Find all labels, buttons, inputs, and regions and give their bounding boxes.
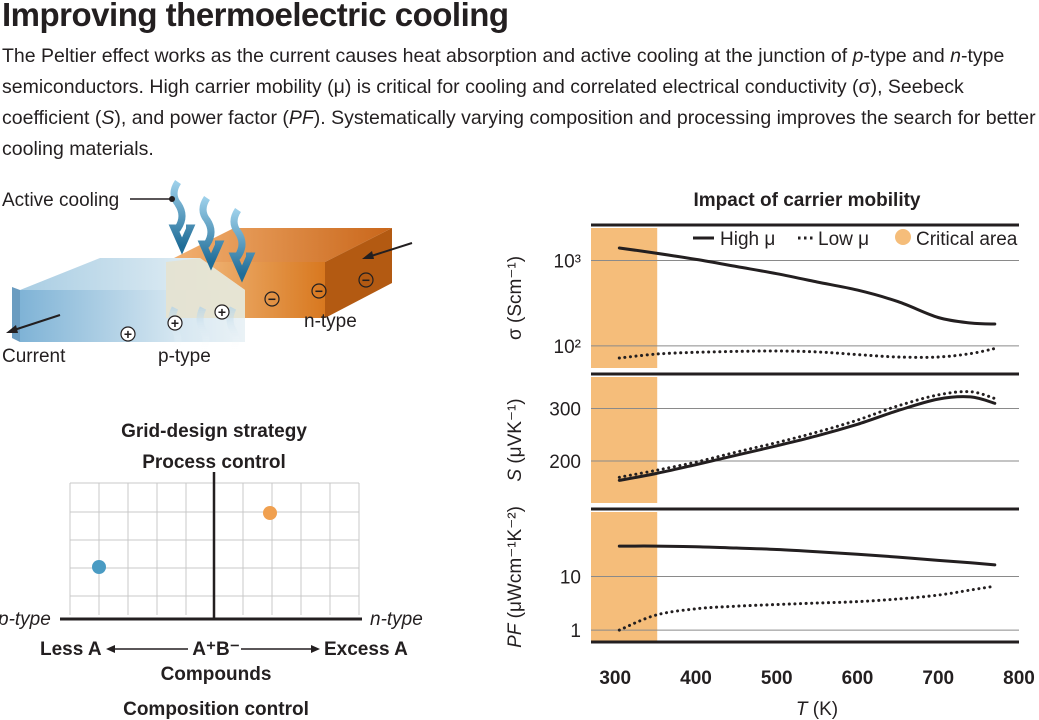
caption-segment: p	[852, 45, 864, 67]
panel-2: 300 200 S (μVK⁻¹)	[505, 372, 1019, 503]
caption-segment: S	[101, 107, 115, 129]
x-tick-label: 500	[761, 668, 793, 689]
low-mobility-line	[617, 584, 997, 632]
high-mobility-line	[617, 395, 997, 482]
n-type-label: n-type	[304, 311, 357, 332]
legend-critical-swatch	[895, 229, 911, 245]
current-label: Current	[2, 346, 66, 367]
minus-charge: −	[268, 291, 276, 307]
n-type-top-face	[166, 228, 392, 262]
chart-legend: High μ Low μ Critical area	[693, 229, 1018, 250]
minus-charge: −	[315, 283, 323, 299]
hole-charges: + + +	[120, 304, 230, 342]
composition-control-label: Composition control	[123, 699, 309, 720]
chart-panels: 10³ 10² σ (Scm⁻¹) 300 200 S (μVK⁻¹) 10 1 PF (μWc…	[505, 223, 1019, 648]
active-cooling-label: Active cooling	[2, 190, 119, 211]
x-tick-label: 800	[1003, 668, 1035, 689]
active-cooling-dot	[169, 196, 175, 202]
x-axis-label: T (K)	[796, 699, 838, 720]
high-mobility-line	[617, 544, 997, 567]
critical-area	[591, 377, 658, 503]
composition-arrows	[106, 645, 320, 653]
plus-charge: +	[218, 304, 226, 320]
y-axis-label: S (μVK⁻¹)	[505, 398, 526, 481]
excess-a-label: Excess A	[324, 639, 408, 660]
y-axis-var: S	[505, 469, 526, 482]
caption-segment: -type and	[863, 45, 951, 67]
legend-low-label: Low μ	[818, 229, 869, 250]
y-tick-label: 10²	[554, 337, 581, 358]
x-tick-label: 300	[599, 668, 631, 689]
blue-point	[92, 560, 106, 574]
orange-point	[263, 506, 277, 520]
n-type-side-face	[325, 228, 392, 318]
y-tick-label: 10³	[554, 251, 581, 272]
legend-high-label: High μ	[720, 229, 775, 250]
caption-segment: ), and power factor (	[114, 107, 289, 129]
y-tick-label: 1	[570, 621, 581, 642]
junction	[166, 258, 245, 318]
low-mobility-line	[617, 347, 997, 360]
legend-critical-label: Critical area	[916, 229, 1018, 250]
compounds-label: Compounds	[161, 664, 272, 685]
panel-1: 10³ 10² σ (Scm⁻¹)	[505, 223, 1019, 368]
process-control-label: Process control	[142, 452, 286, 473]
heat-absorption-arrows	[168, 180, 256, 283]
low-mobility-line	[617, 390, 997, 479]
y-axis-label: PF (μWcm⁻¹K⁻²)	[505, 506, 526, 648]
y-axis-unit: (μWcm⁻¹K⁻²)	[505, 506, 526, 624]
x-axis-unit: (K)	[808, 699, 839, 720]
y-axis-var: PF	[505, 622, 526, 648]
current-arrows	[6, 242, 413, 333]
plus-charge: +	[124, 326, 132, 342]
caption-segment: The Peltier effect works as the current …	[2, 45, 853, 67]
grid-title: Grid-design strategy	[121, 421, 307, 442]
a-plus-b-minus-label: A⁺B⁻	[192, 639, 240, 660]
p-type-left-face	[12, 287, 20, 342]
grid-design-strategy: Grid-design strategy Process control p-t…	[0, 421, 423, 720]
chart-title: Impact of carrier mobility	[693, 190, 920, 211]
y-tick-label: 10	[560, 568, 581, 589]
minus-charge: −	[362, 272, 370, 288]
caption-segment: ). Systematically varying composition an…	[2, 107, 1036, 160]
y-tick-label: 200	[549, 452, 581, 473]
panel-3: 10 1 PF (μWcm⁻¹K⁻²)	[505, 506, 1019, 648]
x-axis-var: T	[796, 699, 809, 720]
x-tick-label: 700	[922, 668, 954, 689]
electron-charges: − − −	[264, 272, 374, 307]
high-mobility-line	[617, 246, 997, 326]
less-a-label: Less A	[40, 639, 102, 660]
x-axis: 300 400 500 600 700 800	[599, 668, 1034, 689]
caption-segment: PF	[288, 107, 314, 129]
caption-segment: n	[950, 45, 961, 67]
mobility-chart: Impact of carrier mobility High μ Low μ …	[505, 190, 1035, 720]
y-axis-unit: (μVK⁻¹)	[505, 398, 526, 469]
p-type-label: p-type	[158, 346, 211, 367]
peltier-device: + + + − − − Active cooling Current p-typ…	[2, 180, 413, 367]
x-tick-label: 400	[680, 668, 712, 689]
y-tick-label: 300	[549, 400, 581, 421]
plus-charge: +	[171, 315, 179, 331]
grid-n-type-label: n-type	[370, 609, 423, 630]
x-tick-label: 600	[842, 668, 874, 689]
figure-caption: The Peltier effect works as the current …	[2, 41, 1037, 165]
caption-segment: -type semiconductors. High carrier mobil…	[2, 45, 1005, 129]
y-axis-label: σ (Scm⁻¹)	[505, 256, 526, 340]
figure-title: Improving thermoelectric cooling	[2, 0, 509, 33]
grid-p-type-label: p-type	[0, 609, 51, 630]
